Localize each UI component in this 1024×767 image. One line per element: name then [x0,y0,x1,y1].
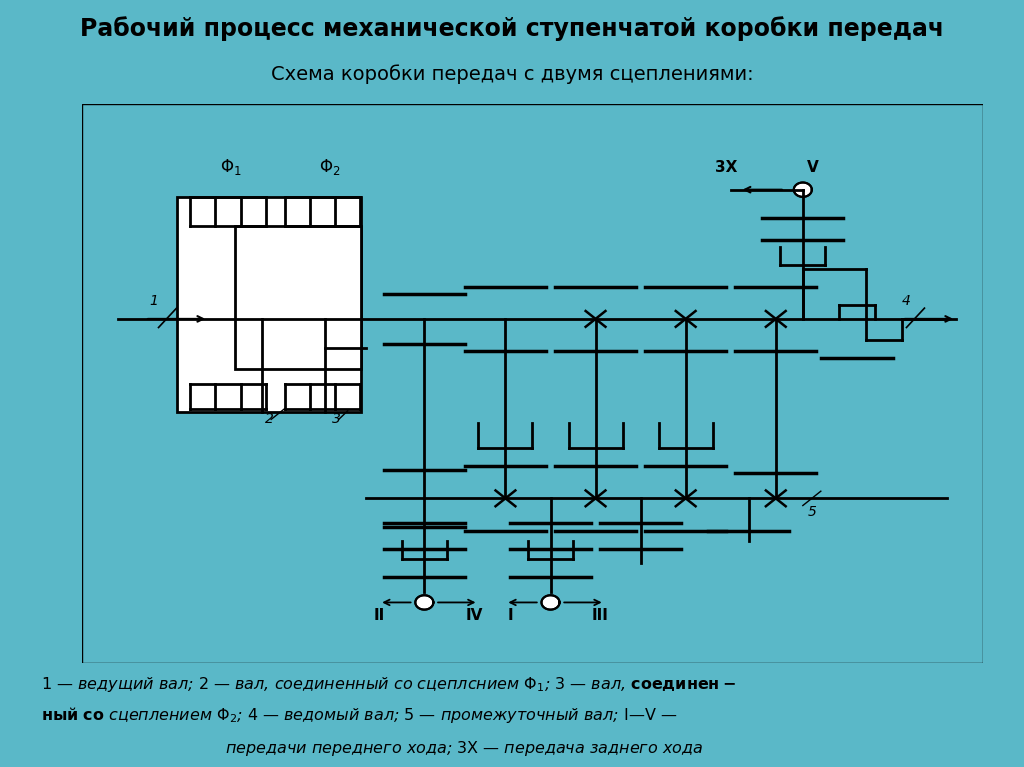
Text: 3X: 3X [715,160,737,175]
Text: $\Phi_1$: $\Phi_1$ [220,156,242,176]
Text: Схема коробки передач с двумя сцеплениями:: Схема коробки передач с двумя сцеплениям… [270,64,754,84]
Text: $\Phi_2$: $\Phi_2$ [318,156,341,176]
Text: Рабочий процесс механической ступенчатой коробки передач: Рабочий процесс механической ступенчатой… [80,17,944,41]
Bar [176,197,361,412]
Text: 4: 4 [902,294,910,308]
Polygon shape [416,595,433,610]
Text: 5: 5 [807,505,816,519]
Text: 2: 2 [265,412,273,426]
Polygon shape [542,595,559,610]
Text: $\bf{ный}$ $\bf{со}$ сцеплением $\Phi_2$; $\it{4}$ — ведомый вал; $\it{5}$ — про: $\bf{ный}$ $\bf{со}$ сцеплением $\Phi_2$… [41,705,677,726]
Bar [236,225,361,369]
Text: $\it{1}$ — ведущий вал; $\it{2}$ — вал, соединенный со сцеплснием $\Phi_1$; $\it: $\it{1}$ — ведущий вал; $\it{2}$ — вал, … [41,675,736,693]
Polygon shape [794,183,812,197]
Text: 1: 1 [150,294,159,308]
Text: II: II [374,608,385,624]
Text: I: I [507,608,513,624]
Text: передачи переднего хода; $\mathrm{3X}$ — передача заднего хода: передачи переднего хода; $\mathrm{3X}$ —… [225,739,703,758]
Text: 3: 3 [333,412,341,426]
Text: IV: IV [465,608,482,624]
Text: III: III [592,608,608,624]
Text: V: V [807,160,819,175]
